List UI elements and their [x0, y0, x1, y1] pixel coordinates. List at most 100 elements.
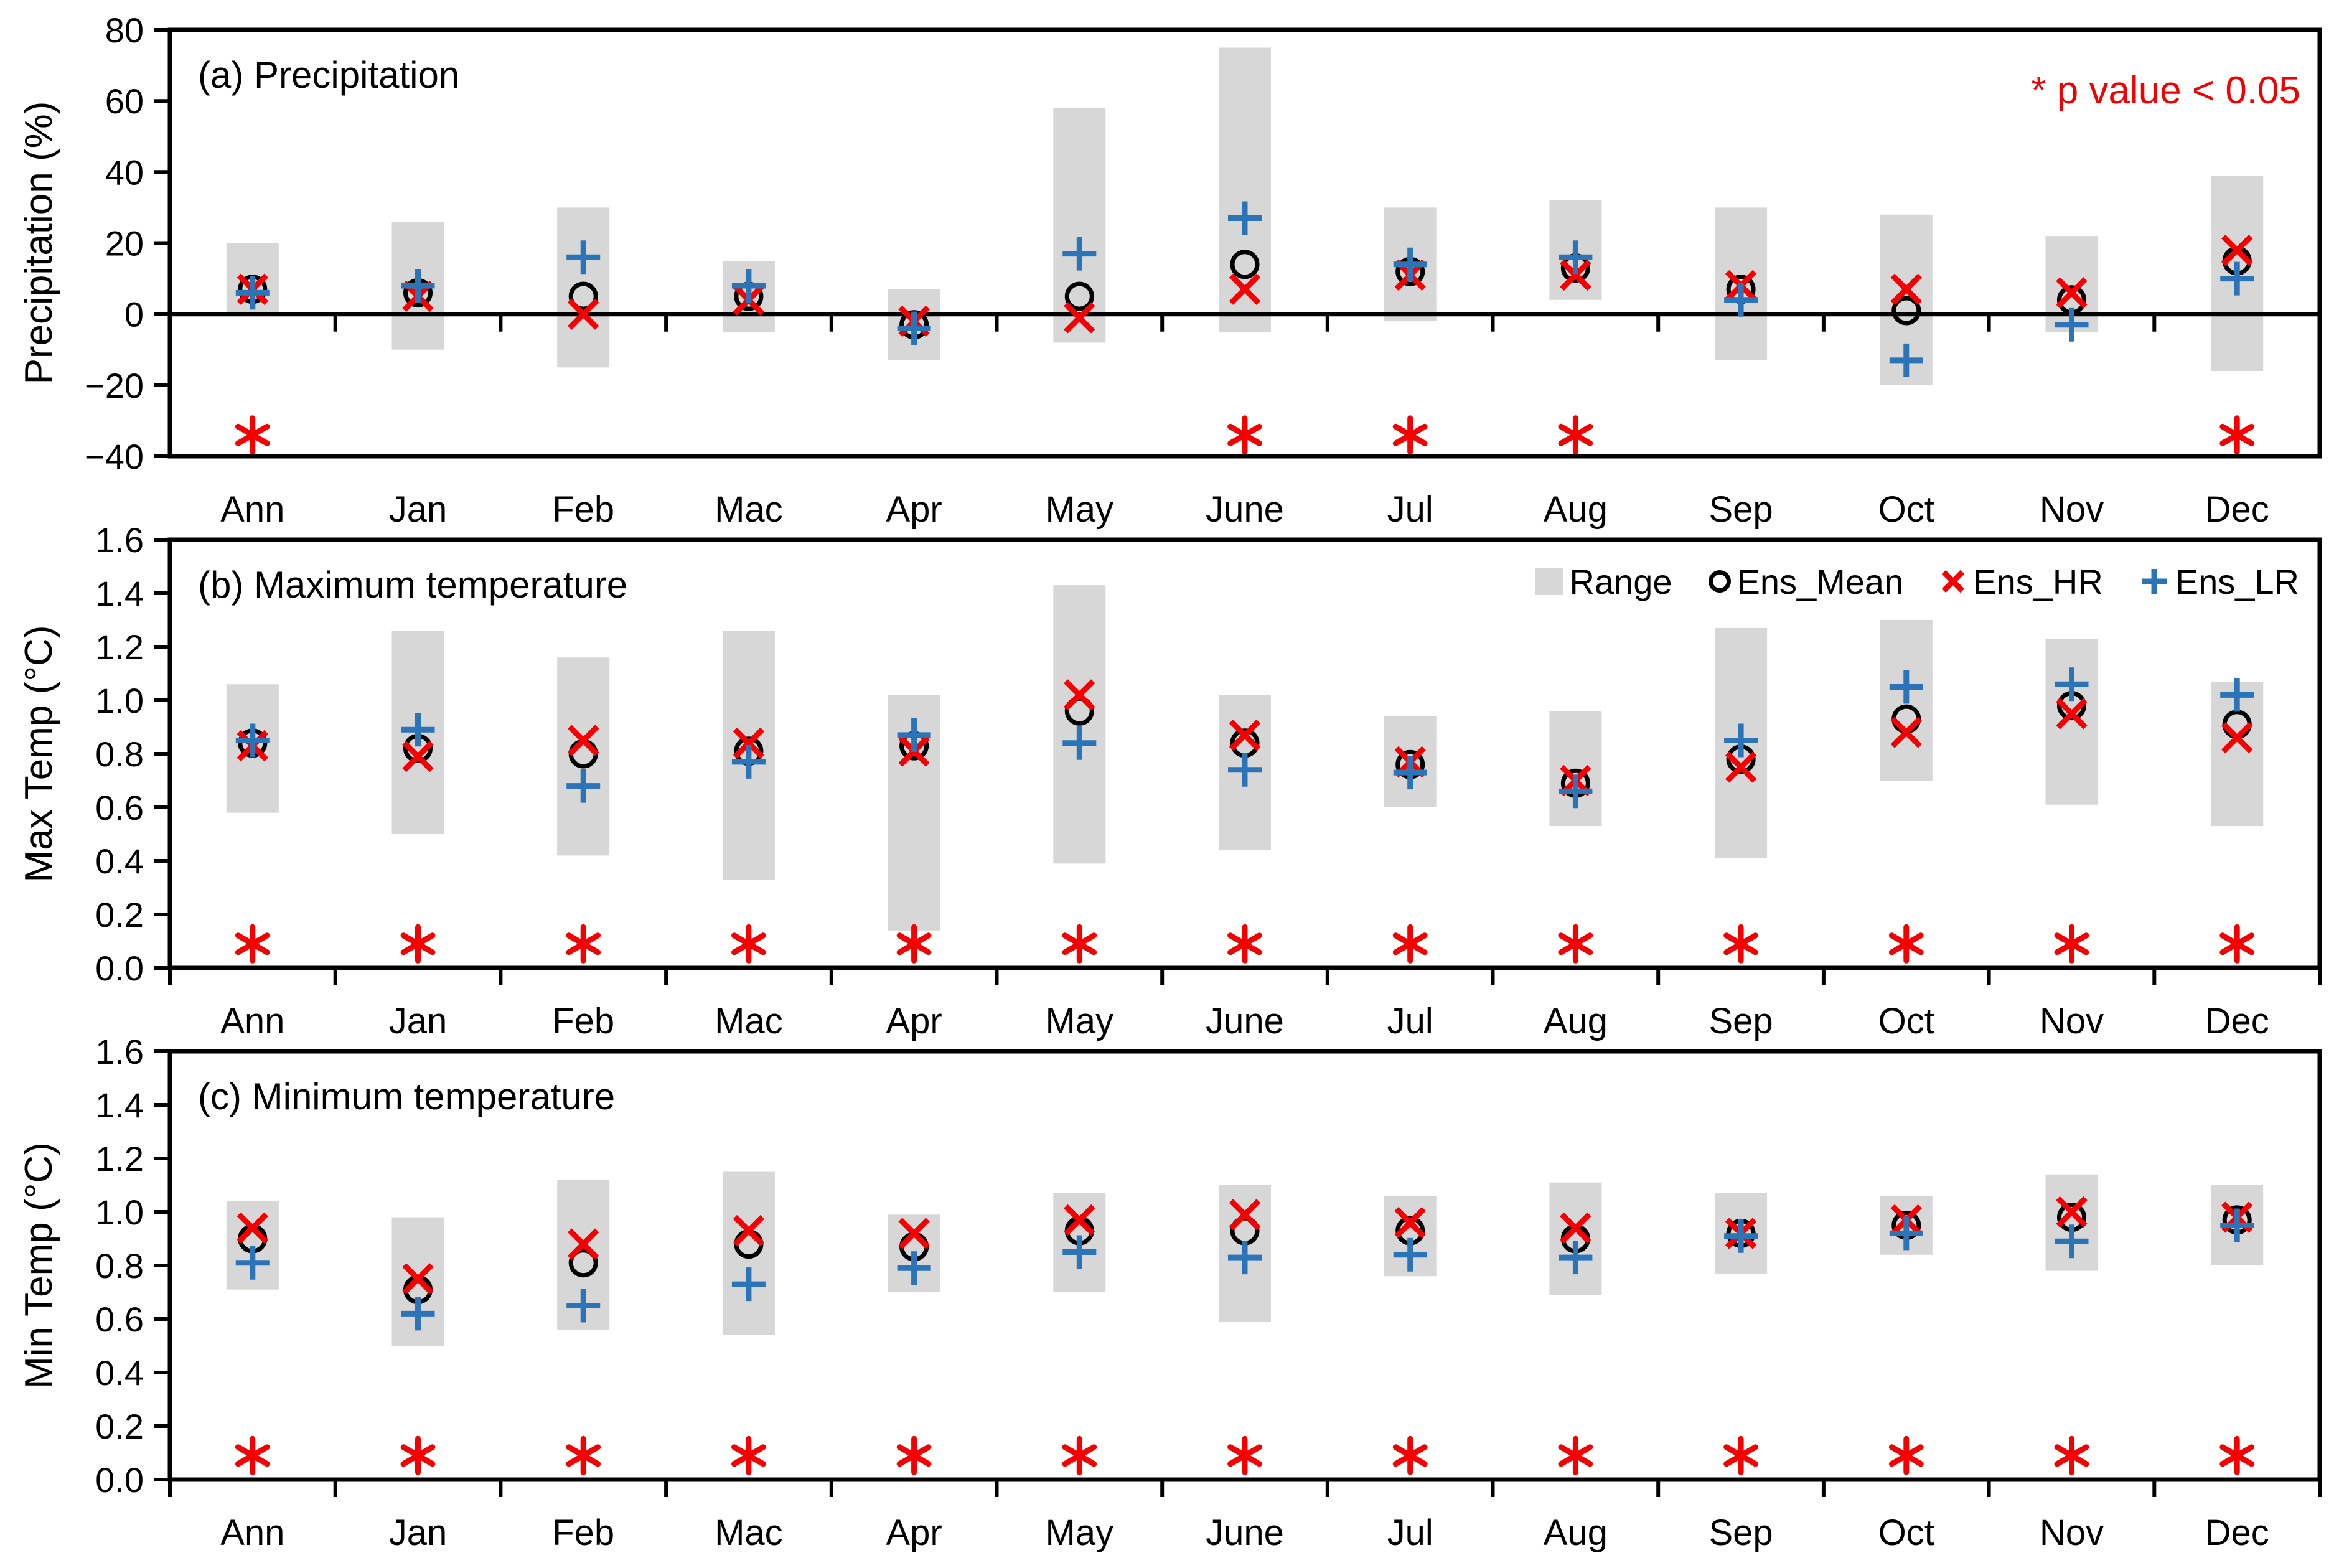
- panel-b: 0.0 0.2 0.4 0.6 0.8 1.0 1.2 1.4 1.6 Ann Jan Feb Mac A…: [95, 520, 2322, 1041]
- ens-lr-marker-Mac: [731, 1267, 766, 1302]
- sig-asterisk-Apr: [896, 1435, 932, 1475]
- y-tick-label: 1.6: [95, 1032, 144, 1071]
- ens-lr-marker-Nov: [2055, 1224, 2089, 1259]
- ens-lr-marker-June: [1228, 201, 1262, 235]
- panel-c-title: (c) Minimum temperature: [198, 1076, 616, 1117]
- legend-item-ens-mean: Ens_Mean: [1708, 561, 1903, 602]
- ens-lr-marker-Dec: [2220, 1208, 2254, 1242]
- month-label-Nov: Nov: [2040, 489, 2104, 530]
- ens-hr-marker-Feb: [568, 725, 599, 756]
- month-label-Sep: Sep: [1709, 489, 1773, 530]
- y-tick-label: 0.0: [95, 949, 144, 988]
- month-label-Mac: Mac: [715, 1001, 783, 1041]
- ens-lr-marker-Feb: [566, 769, 601, 803]
- y-tick-label: 0.2: [95, 895, 144, 934]
- ens-hr-marker-Feb: [568, 298, 599, 330]
- ens-lr-marker-Apr: [897, 718, 931, 752]
- y-tick-label: 0.4: [95, 1353, 144, 1392]
- ens-lr-marker-Sep: [1724, 1219, 1758, 1253]
- sig-asterisk-June: [1227, 415, 1262, 455]
- ens-lr-marker-Dec: [2220, 678, 2254, 712]
- range-swatch-icon: [1535, 568, 1563, 595]
- sig-asterisk-Jul: [1392, 415, 1428, 455]
- ens-lr-marker-Sep: [1724, 283, 1758, 317]
- plus-marker-icon: [2141, 569, 2167, 594]
- ens-hr-marker-Nov: [2056, 1196, 2088, 1228]
- ens-lr-marker-Jan: [401, 713, 435, 747]
- ens-lr-marker-Apr: [897, 1251, 931, 1285]
- month-label-Mac: Mac: [715, 1513, 783, 1553]
- ens-lr-marker-May: [1062, 726, 1097, 760]
- range-bar-June: [1219, 47, 1271, 332]
- sig-asterisk-May: [1062, 1435, 1097, 1475]
- sig-asterisk-Ann: [235, 1435, 270, 1475]
- ens-hr-marker-May: [1064, 679, 1095, 711]
- y-tick-label: 1.6: [95, 520, 144, 560]
- range-bar-Mac: [722, 1171, 775, 1335]
- month-label-Sep: Sep: [1709, 1513, 1773, 1553]
- range-bar-Aug: [1549, 1182, 1602, 1295]
- ens-hr-marker-Dec: [2221, 234, 2253, 266]
- ens-hr-marker-Nov: [2056, 698, 2088, 730]
- ens-lr-marker-Ann: [235, 1246, 270, 1280]
- ens-lr-marker-May: [1062, 237, 1097, 271]
- month-label-Feb: Feb: [552, 1001, 614, 1041]
- ens-lr-marker-Feb: [566, 1289, 601, 1323]
- month-label-May: May: [1046, 1513, 1114, 1553]
- sig-asterisk-Mac: [731, 924, 766, 964]
- month-label-Dec: Dec: [2205, 1001, 2269, 1041]
- ens-lr-marker-Aug: [1559, 774, 1593, 809]
- ens-mean-marker-June: [1230, 250, 1260, 279]
- panel-a-ylabel: Precipitation (%): [17, 101, 60, 385]
- ens-lr-marker-Ann: [235, 723, 270, 758]
- month-label-Aug: Aug: [1544, 1513, 1608, 1553]
- ens-hr-marker-Mac: [733, 1214, 765, 1247]
- ens-hr-marker-May: [1064, 1204, 1095, 1236]
- sig-asterisk-June: [1227, 1435, 1262, 1475]
- ens-lr-marker-June: [1228, 753, 1262, 787]
- y-tick-label: 1.4: [95, 1086, 144, 1125]
- sig-asterisk-Sep: [1723, 924, 1758, 964]
- ens-lr-marker-Mac: [731, 269, 766, 303]
- ens-hr-marker-Feb: [568, 1228, 599, 1260]
- sig-asterisk-Mac: [731, 1435, 766, 1475]
- ens-lr-marker-Oct: [1889, 1216, 1923, 1251]
- ens-hr-marker-Oct: [1890, 273, 1922, 305]
- y-tick-label: 1.0: [95, 681, 144, 720]
- month-label-Oct: Oct: [1878, 489, 1934, 530]
- ens-lr-marker-Aug: [1559, 1241, 1593, 1275]
- y-tick-label: 80: [105, 11, 144, 50]
- ens-hr-marker-Ann: [237, 1212, 268, 1244]
- ens-hr-marker-Aug: [1560, 1212, 1591, 1244]
- ens-hr-marker-Oct: [1890, 716, 1922, 748]
- ens-lr-marker-Feb: [566, 240, 601, 275]
- ens-lr-marker-Oct: [1889, 670, 1923, 704]
- panel-border: [167, 1049, 2322, 1482]
- ens-lr-marker-Jul: [1393, 756, 1427, 790]
- month-label-June: June: [1206, 1513, 1284, 1553]
- month-label-Oct: Oct: [1878, 1513, 1934, 1553]
- month-label-Ann: Ann: [220, 1513, 284, 1553]
- circle-marker-icon: [1708, 570, 1731, 593]
- panel-border: [167, 27, 2322, 459]
- month-label-May: May: [1046, 1001, 1114, 1041]
- month-label-Apr: Apr: [886, 1001, 942, 1041]
- range-bar-Feb: [557, 207, 610, 368]
- ens-hr-marker-June: [1229, 719, 1261, 751]
- month-label-Jan: Jan: [389, 1001, 448, 1041]
- y-tick-label: 1.2: [95, 627, 144, 667]
- ens-lr-marker-June: [1228, 1241, 1262, 1275]
- sig-asterisk-Dec: [2219, 1435, 2255, 1475]
- y-tick-label: 0.8: [95, 1246, 144, 1285]
- month-label-May: May: [1046, 489, 1114, 530]
- panel-border: [167, 537, 2322, 970]
- sig-asterisk-Aug: [1558, 1435, 1593, 1475]
- y-tick-label: 0.8: [95, 735, 144, 774]
- ens-lr-marker-Jul: [1393, 1237, 1427, 1272]
- panel-b-ylabel: Max Temp (°C): [17, 625, 60, 883]
- sig-asterisk-Ann: [235, 415, 270, 455]
- ens-hr-marker-Nov: [2056, 277, 2088, 309]
- legend-label-range: Range: [1569, 561, 1672, 601]
- range-bar-Nov: [2045, 639, 2098, 805]
